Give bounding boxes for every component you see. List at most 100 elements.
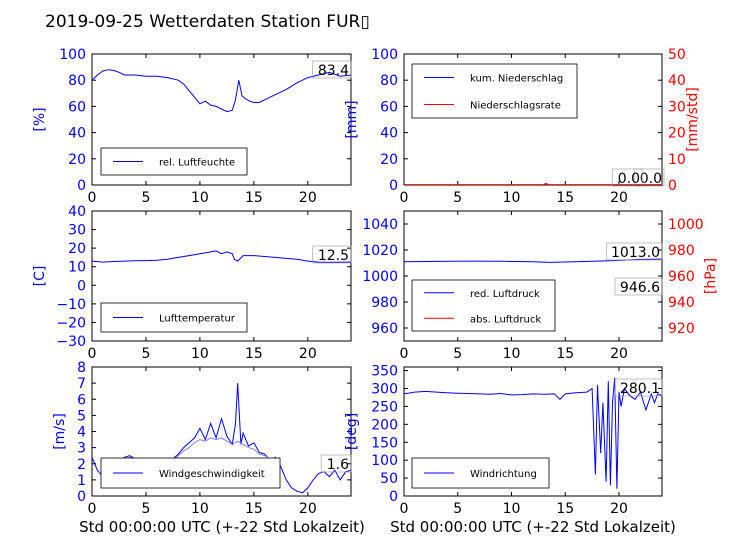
y-tick-label: 300: [371, 382, 398, 398]
y-tick-label: 150: [371, 435, 398, 451]
panel-precipitation: 0 5 10 15 20 0 20 40 60 80 100 0 10 20 30 40 50 [mm] [mm/s…: [344, 47, 701, 206]
value-annotation-box: [320, 454, 352, 473]
value-annotation: 0.0: [618, 171, 640, 187]
y-tick-label: 60: [380, 99, 398, 115]
x-tick-label: 0: [400, 501, 409, 517]
value-annotation-box: [312, 245, 352, 264]
legend-label: red. Luftdruck: [470, 289, 540, 300]
x-tick-label: 15: [245, 346, 263, 362]
value-annotation-box: [312, 60, 352, 79]
y-tick-label: 1000: [362, 269, 398, 285]
y-tick-label: 40: [68, 126, 86, 142]
y-tick-label: 100: [371, 453, 398, 469]
value-annotation-box: [614, 277, 663, 296]
value-annotation: 0.0: [640, 171, 662, 187]
y-tick-label: 0: [77, 178, 86, 194]
x-tick-label: 5: [453, 190, 462, 206]
x-tick-label: 10: [503, 346, 521, 362]
value-annotation: 83.4: [318, 63, 349, 79]
y-tick-label: 5: [77, 408, 86, 424]
y2-tick-label: 1000: [668, 217, 704, 233]
value-annotation: 280.1: [620, 381, 660, 397]
x-tick-label: 0: [400, 346, 409, 362]
y-tick-label: 80: [68, 73, 86, 89]
y-tick-label: 60: [68, 99, 86, 115]
value-annotation: 12.5: [318, 248, 349, 264]
x-tick-label: 20: [610, 501, 628, 517]
panel-wind: 0 5 10 15 20012345678[m/s]Windgeschwindigkei…: [52, 360, 352, 517]
series-line-humidity-0: [92, 69, 351, 113]
y-tick-label: 8: [77, 360, 86, 376]
x-tick-label: 0: [88, 501, 97, 517]
series-line-temperature-0: [92, 250, 351, 263]
x-axis-label-left: Std 00:00:00 UTC (+-22 Std Lokalzeit): [79, 518, 365, 536]
x-tick-label: 10: [503, 501, 521, 517]
y2-tick-label: 0: [668, 178, 677, 194]
panel-direction: 0 5 10 15 20050100150200250300350[deg]Windri…: [344, 364, 663, 517]
y-tick-label: 7: [77, 376, 86, 392]
y-tick-label: 20: [68, 241, 86, 257]
x-tick-label: 15: [245, 501, 263, 517]
y2-tick-label: 980: [668, 243, 695, 259]
legend-label: Windgeschwindigkeit: [159, 469, 265, 480]
x-tick-label: 15: [245, 190, 263, 206]
y2-tick-label: 20: [668, 126, 686, 142]
y-tick-label: 100: [59, 47, 86, 63]
y-tick-label: 6: [77, 392, 86, 408]
x-tick-label: 15: [556, 346, 574, 362]
value-annotation: 1013.0: [611, 245, 660, 261]
value-annotation-box: [611, 168, 643, 187]
legend-label: Windrichtung: [470, 469, 537, 480]
legend-label: kum. Niederschlag: [470, 74, 563, 85]
y-tick-label: 20: [380, 152, 398, 168]
value-annotation-box: [614, 378, 663, 397]
value-annotation-box: [633, 168, 665, 187]
legend-label: Niederschlagsrate: [470, 101, 561, 112]
panel-pressure: 0 5 10 15 20 960 980 1000 1020 1040 920 940 960 980 10…: [362, 210, 719, 362]
x-tick-label: 10: [191, 501, 209, 517]
value-annotation: 946.6: [620, 280, 660, 296]
legend-label: abs. Luftdruck: [470, 314, 541, 325]
x-tick-label: 10: [191, 190, 209, 206]
y-tick-label: 30: [68, 223, 86, 239]
y-axis-label: [m/s]: [52, 413, 68, 450]
y-axis-label: [%]: [32, 107, 48, 131]
x-tick-label: 15: [556, 190, 574, 206]
legend-label: rel. Luftfeuchte: [159, 158, 235, 169]
y-tick-label: 200: [371, 417, 398, 433]
y-axis-label: [mm]: [344, 100, 360, 138]
legend-box: [100, 147, 248, 176]
y2-tick-label: 40: [668, 73, 686, 89]
legend-box: [411, 279, 556, 332]
x-tick-label: 20: [610, 346, 628, 362]
x-tick-label: 0: [88, 190, 97, 206]
y2-axis-label: [hPa]: [703, 258, 719, 294]
y2-axis-label: [mm/std]: [685, 87, 701, 152]
y-tick-label: 100: [371, 47, 398, 63]
figure-title: 2019-09-25 Wetterdaten Station FUR▯: [45, 12, 370, 32]
value-annotation-box: [606, 242, 663, 261]
y-tick-label: 3: [77, 441, 86, 457]
x-tick-label: 0: [88, 346, 97, 362]
y-tick-label: 20: [68, 152, 86, 168]
x-tick-label: 15: [556, 501, 574, 517]
x-tick-label: 10: [191, 346, 209, 362]
y-tick-label: 1: [77, 473, 86, 489]
legend-label: Lufttemperatur: [159, 314, 236, 325]
y-tick-label: 50: [380, 471, 398, 487]
panel-humidity: 0 5 10 15 20 0 20 40 60 80 100 [%] rel. Luftfeuchte 8…: [32, 47, 352, 206]
y2-tick-label: 50: [668, 47, 686, 63]
y2-tick-label: 10: [668, 152, 686, 168]
legend-box: [411, 63, 578, 119]
y-tick-label: 1040: [362, 217, 398, 233]
y-tick-label: 0: [77, 278, 86, 294]
value-annotation: 1.6: [327, 457, 349, 473]
y-tick-label: 980: [371, 295, 398, 311]
x-tick-label: 10: [503, 190, 521, 206]
x-tick-label: 20: [299, 346, 317, 362]
y-tick-label: 0: [77, 489, 86, 505]
y-axis-label: [C]: [32, 266, 48, 287]
x-tick-label: 0: [400, 190, 409, 206]
y-tick-label: −30: [56, 334, 86, 350]
